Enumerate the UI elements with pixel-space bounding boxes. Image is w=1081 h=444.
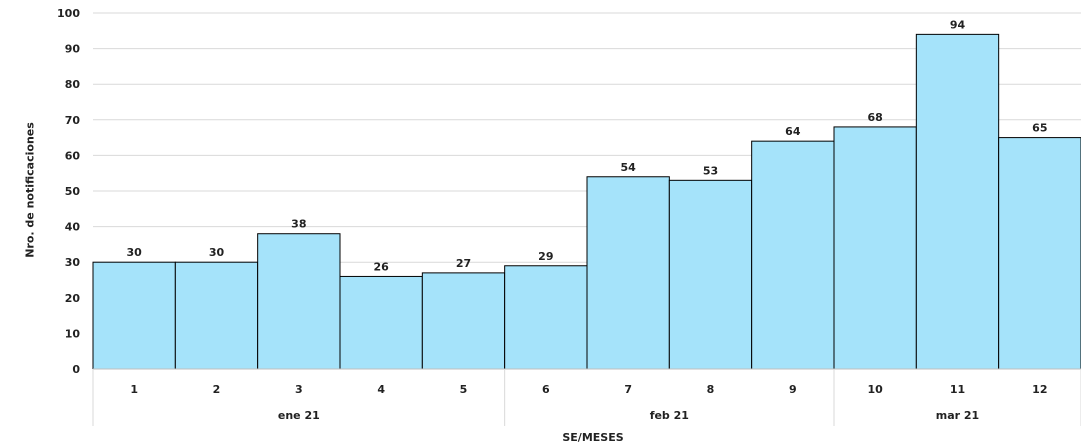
x-tick-label: 2	[213, 383, 221, 396]
x-tick-label: 8	[707, 383, 715, 396]
data-label: 53	[703, 164, 718, 177]
y-tick-label: 70	[65, 114, 81, 127]
x-tick-label: 5	[460, 383, 468, 396]
bar	[586, 176, 670, 370]
data-label: 29	[538, 250, 553, 263]
x-group-label: feb 21	[650, 409, 689, 422]
data-label: 68	[868, 111, 883, 124]
y-tick-label: 40	[65, 221, 81, 234]
x-tick-label: 10	[868, 383, 884, 396]
x-tick-label: 4	[377, 383, 385, 396]
x-axis-label: SE/MESES	[562, 431, 624, 444]
x-tick-label: 9	[789, 383, 797, 396]
bar	[668, 179, 753, 370]
data-label: 30	[127, 246, 143, 259]
bar	[833, 126, 917, 370]
bar	[421, 272, 506, 370]
data-label: 30	[209, 246, 225, 259]
data-label: 27	[456, 257, 471, 270]
y-tick-label: 0	[72, 363, 80, 376]
y-tick-label: 50	[65, 185, 81, 198]
y-tick-label: 90	[65, 43, 81, 56]
bar	[504, 265, 588, 370]
bar	[751, 140, 835, 370]
bar	[92, 261, 176, 370]
y-tick-label: 10	[65, 327, 81, 340]
x-tick-label: 7	[624, 383, 632, 396]
x-tick-label: 6	[542, 383, 550, 396]
data-label: 38	[291, 218, 306, 231]
y-tick-label: 80	[65, 78, 81, 91]
bar	[998, 137, 1081, 370]
x-tick-label: 11	[950, 383, 965, 396]
data-label: 94	[950, 18, 966, 31]
y-tick-label: 30	[65, 256, 81, 269]
x-tick-label: 3	[295, 383, 303, 396]
y-tick-label: 20	[65, 292, 81, 305]
data-label: 65	[1032, 122, 1047, 135]
bar	[174, 261, 259, 370]
y-axis-label: Nro. de notificaciones	[23, 122, 37, 258]
data-label: 64	[785, 125, 801, 138]
x-group-label: ene 21	[278, 409, 320, 422]
bar	[339, 275, 423, 370]
data-label: 26	[374, 260, 390, 273]
y-tick-label: 60	[65, 149, 81, 162]
x-group-label: mar 21	[936, 409, 979, 422]
bar	[257, 233, 341, 370]
x-tick-label: 1	[130, 383, 138, 396]
data-label: 54	[621, 161, 637, 174]
y-tick-label: 100	[57, 7, 80, 20]
bar	[915, 33, 1000, 370]
x-tick-label: 12	[1032, 383, 1047, 396]
